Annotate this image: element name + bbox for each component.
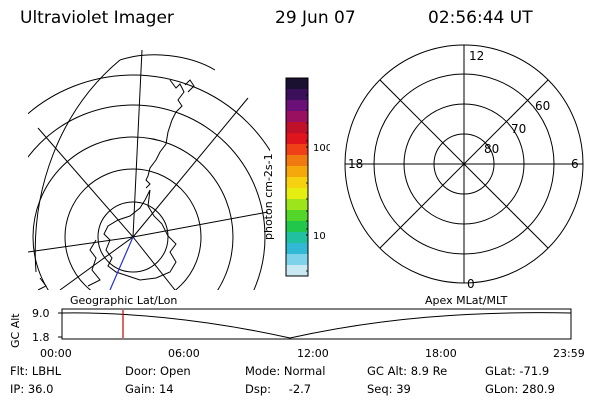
- timeline-left-caption: Geographic Lat/Lon: [70, 294, 178, 307]
- colorbar-swatch: [286, 243, 308, 255]
- timeline-xtick: 06:00: [168, 347, 200, 360]
- glon-value: 280.9: [521, 382, 555, 396]
- timeline-frame: [61, 308, 572, 340]
- lat-circle: [32, 136, 234, 290]
- glat-field: GLat: -71.9: [485, 364, 549, 378]
- filter-label: Flt:: [10, 364, 29, 378]
- colorbar-swatch: [286, 100, 308, 112]
- mlt-label-dawn: 6: [571, 157, 579, 171]
- mlat-label: 60: [535, 99, 550, 113]
- coastline: [184, 79, 195, 93]
- mode-field: Mode: Normal: [245, 364, 325, 378]
- antarctica-coastline: [103, 189, 177, 281]
- colorbar-swatch: [286, 188, 308, 200]
- lat-circle: [64, 168, 202, 290]
- lat-circle: [28, 74, 270, 152]
- time-label: 02:56:44 UT: [428, 8, 533, 28]
- gc-alt-timeline: GC Alt 9.0 1.8 00:00 06:00 12:00 18:00 2…: [9, 307, 585, 360]
- meridian-line: [132, 211, 269, 238]
- meridian-line: [59, 236, 134, 290]
- polar-mlt-panel: 12 18 6 0 60 70 80: [344, 44, 584, 290]
- mlt-label-dusk: 18: [348, 157, 363, 171]
- seq-value: 39: [396, 382, 411, 396]
- colorbar-swatch: [286, 199, 308, 211]
- timeline-xtick: 18:00: [425, 347, 457, 360]
- mode-value: Normal: [283, 364, 326, 378]
- filter-field: Flt: LBHL: [10, 364, 61, 378]
- timeline-axis-label: GC Alt: [9, 313, 22, 348]
- instrument-title: Ultraviolet Imager: [20, 8, 174, 28]
- door-label: Door:: [125, 364, 157, 378]
- gcalt-value: 8.9 Re: [410, 364, 448, 378]
- colorbar-panel: photon cm-2s-1 100 10: [262, 77, 330, 277]
- limb-arc: [34, 59, 121, 273]
- lat-circle: [28, 104, 266, 290]
- meridian-line: [28, 236, 134, 253]
- glat-value: -71.9: [519, 364, 550, 378]
- door-value: Open: [159, 364, 191, 378]
- colorbar-tick-label: 10: [313, 231, 326, 242]
- meridian-line: [132, 49, 143, 238]
- colorbar-swatch: [286, 210, 308, 222]
- filter-value: LBHL: [31, 364, 62, 378]
- mlat-label: 80: [484, 142, 499, 156]
- door-field: Door: Open: [125, 364, 191, 378]
- timeline-ytick: 1.8: [32, 331, 50, 344]
- mlt-line: [379, 79, 549, 249]
- colorbar-frame: [285, 77, 309, 277]
- colorbar-swatch: [286, 78, 308, 90]
- timeline-xtick: 23:59: [553, 347, 585, 360]
- colorbar-swatch: [286, 254, 308, 266]
- gain-value: 14: [158, 382, 174, 396]
- colorbar-swatch: [286, 177, 308, 189]
- mlt-label-midnight: 0: [467, 277, 475, 290]
- colorbar-swatch: [286, 155, 308, 167]
- colorbar-swatch: [286, 89, 308, 101]
- colorbar-swatch: [286, 166, 308, 178]
- colorbar-swatch: [286, 232, 308, 244]
- geographic-map-panel: [28, 49, 270, 290]
- colorbar-swatch: [286, 221, 308, 233]
- timeline-ytick: 9.0: [32, 307, 50, 320]
- coastline: [87, 239, 101, 287]
- glon-field: GLon: 280.9: [485, 382, 555, 396]
- colorbar-swatch: [286, 122, 308, 134]
- glon-label: GLon:: [485, 382, 519, 396]
- gcalt-label: GC Alt:: [367, 364, 408, 378]
- ip-field: IP: 36.0: [10, 382, 53, 396]
- limb-arc: [119, 54, 216, 71]
- lat-circle: [97, 201, 169, 273]
- mlt-label-noon: 12: [469, 49, 484, 63]
- colorbar-tick-label: 100: [313, 143, 330, 154]
- ip-value: 36.0: [27, 382, 54, 396]
- gcalt-field: GC Alt: 8.9 Re: [367, 364, 447, 378]
- ip-label: IP:: [10, 382, 25, 396]
- colorbar-swatch: [286, 133, 308, 145]
- dsp-field: Dsp: -2.7: [245, 382, 311, 396]
- dsp-label: Dsp:: [245, 382, 272, 396]
- coastline: [145, 79, 185, 189]
- timeline-xtick: 00:00: [40, 347, 72, 360]
- seq-label: Seq:: [367, 382, 393, 396]
- timeline-xtick: 12:00: [297, 347, 329, 360]
- colorbar-unit: photon cm-2s-1: [262, 153, 275, 240]
- meridian-line: [132, 236, 176, 290]
- gain-field: Gain: 14: [125, 382, 174, 396]
- seq-field: Seq: 39: [367, 382, 411, 396]
- colorbar-swatch: [286, 144, 308, 156]
- coastline: [37, 277, 47, 290]
- altitude-curve: [61, 312, 572, 339]
- footprint-trace: [109, 236, 134, 290]
- meridian-line: [37, 127, 134, 238]
- dsp-value: -2.7: [288, 382, 312, 396]
- mode-label: Mode:: [245, 364, 281, 378]
- colorbar-swatch: [286, 265, 308, 277]
- gain-label: Gain:: [125, 382, 156, 396]
- colorbar-swatch: [286, 111, 308, 123]
- timeline-right-caption: Apex MLat/MLT: [425, 294, 508, 307]
- glat-label: GLat:: [485, 364, 516, 378]
- date-label: 29 Jun 07: [275, 8, 356, 28]
- mlat-label: 70: [511, 122, 526, 136]
